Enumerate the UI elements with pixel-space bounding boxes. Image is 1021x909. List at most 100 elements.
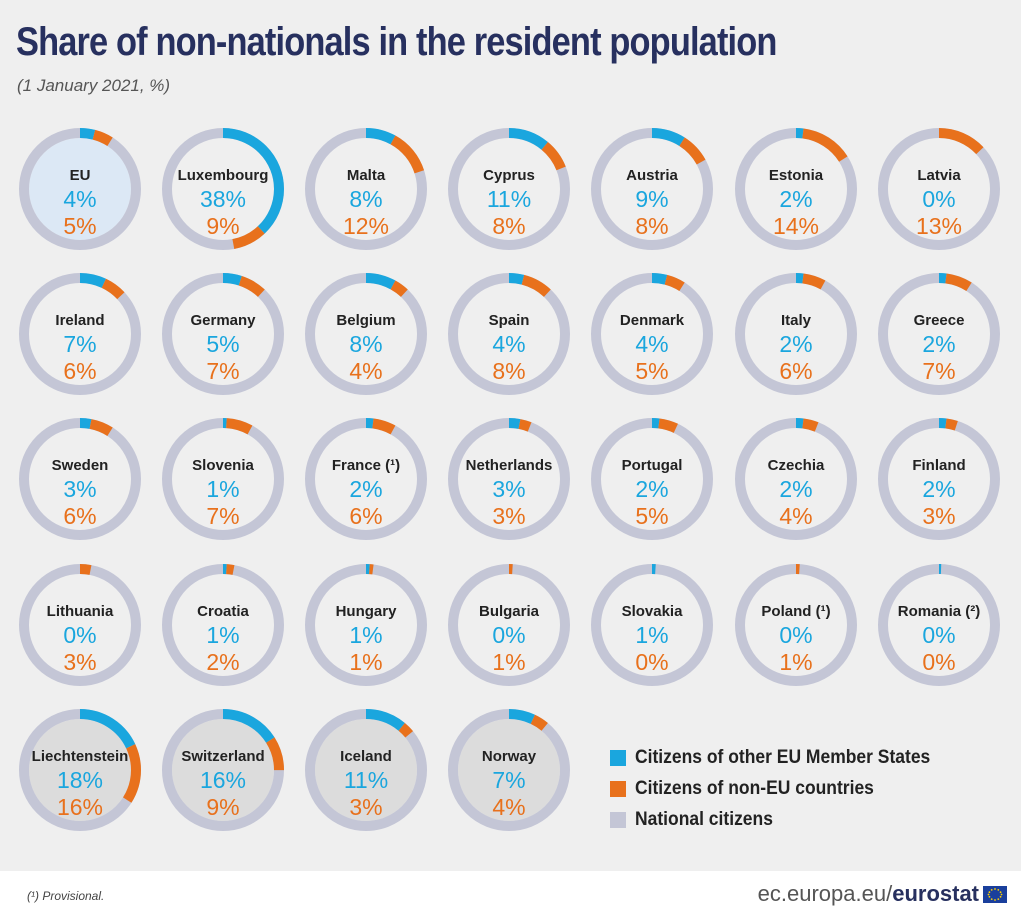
value-eu-citizens-france: 2% [349, 476, 382, 502]
donut-bulgaria: Bulgaria 0%1% [448, 564, 570, 686]
country-label-luxembourg: Luxembourg [178, 167, 269, 184]
donut-spain: Spain 4%8% [448, 273, 570, 395]
value-eu-citizens-norway: 7% [492, 767, 525, 793]
slice-eu-citizens-slovenia [162, 418, 284, 540]
legend-item-eu-citizens: Citizens of other EU Member States [610, 742, 956, 773]
slice-eu-citizens-croatia [162, 564, 284, 686]
chart-subtitle: (1 January 2021, %) [17, 76, 171, 95]
value-non-eu-citizens-austria: 8% [635, 213, 668, 239]
country-label-netherlands: Netherlands [466, 457, 553, 474]
legend-swatch-non-eu-citizens [610, 780, 626, 797]
chart-title: Share of non-nationals in the resident p… [16, 20, 777, 64]
eu-flag-icon [983, 886, 1007, 903]
value-eu-citizens-latvia: 0% [922, 186, 955, 212]
value-non-eu-citizens-portugal: 5% [635, 503, 668, 529]
slice-eu-citizens-austria [591, 128, 713, 250]
country-label-liechtenstein: Liechtenstein [32, 748, 129, 765]
slice-eu-citizens-finland [878, 418, 1000, 540]
donut-slovenia: Slovenia 1%7% [162, 418, 284, 540]
country-label-belgium: Belgium [336, 312, 395, 329]
slice-eu-citizens-hungary [305, 564, 427, 686]
value-non-eu-citizens-malta: 12% [343, 213, 389, 239]
value-eu-citizens-slovakia: 1% [635, 622, 668, 648]
slice-eu-citizens-romania [878, 564, 1000, 686]
slice-eu-citizens-slovakia [591, 564, 713, 686]
slice-eu-citizens-greece [878, 273, 1000, 395]
slice-eu-citizens-belgium [305, 273, 427, 395]
value-eu-citizens-bulgaria: 0% [492, 622, 525, 648]
value-non-eu-citizens-eu: 5% [63, 213, 96, 239]
donut-greece: Greece 2%7% [878, 273, 1000, 395]
country-label-finland: Finland [912, 457, 965, 474]
value-non-eu-citizens-estonia: 14% [773, 213, 819, 239]
value-non-eu-citizens-spain: 8% [492, 358, 525, 384]
donut-italy: Italy 2%6% [735, 273, 857, 395]
country-label-ireland: Ireland [55, 312, 104, 329]
value-eu-citizens-portugal: 2% [635, 476, 668, 502]
value-non-eu-citizens-italy: 6% [779, 358, 812, 384]
slice-eu-citizens-france [305, 418, 427, 540]
value-non-eu-citizens-ireland: 6% [63, 358, 96, 384]
donut-germany: Germany 5%7% [162, 273, 284, 395]
slice-eu-citizens-norway [448, 709, 570, 831]
value-non-eu-citizens-france: 6% [349, 503, 382, 529]
donut-romania: Romania (²) 0%0% [878, 564, 1000, 686]
country-label-latvia: Latvia [917, 167, 961, 184]
source-brand: eurostat [892, 881, 979, 906]
slice-non-eu-citizens-lithuania [19, 564, 141, 686]
slice-non-eu-citizens-bulgaria [448, 564, 570, 686]
donut-belgium: Belgium 8%4% [305, 273, 427, 395]
slice-eu-citizens-eu [19, 128, 141, 250]
legend-item-non-eu-citizens: Citizens of non-EU countries [610, 773, 956, 804]
legend-label-non-eu-citizens: Citizens of non-EU countries [635, 777, 874, 799]
value-eu-citizens-italy: 2% [779, 331, 812, 357]
donut-austria: Austria 9%8% [591, 128, 713, 250]
country-label-greece: Greece [914, 312, 965, 329]
country-label-estonia: Estonia [769, 167, 824, 184]
country-label-cyprus: Cyprus [483, 167, 535, 184]
value-non-eu-citizens-netherlands: 3% [492, 503, 525, 529]
value-non-eu-citizens-poland: 1% [779, 649, 812, 675]
country-label-switzerland: Switzerland [181, 748, 264, 765]
value-eu-citizens-poland: 0% [779, 622, 812, 648]
donut-estonia: Estonia 2%14% [735, 128, 857, 250]
country-label-eu: EU [70, 167, 91, 184]
value-eu-citizens-denmark: 4% [635, 331, 668, 357]
value-non-eu-citizens-norway: 4% [492, 794, 525, 820]
slice-non-eu-citizens-latvia [878, 128, 1000, 250]
country-label-romania: Romania (²) [898, 603, 981, 620]
legend-swatch-eu-citizens [610, 749, 626, 766]
country-label-croatia: Croatia [197, 603, 249, 620]
donut-france: France (¹) 2%6% [305, 418, 427, 540]
source-link[interactable]: ec.europa.eu/eurostat [758, 881, 979, 907]
donut-ireland: Ireland 7%6% [19, 273, 141, 395]
value-eu-citizens-eu: 4% [63, 186, 96, 212]
country-label-slovakia: Slovakia [622, 603, 684, 620]
slice-non-eu-citizens-liechtenstein [19, 709, 141, 831]
country-label-czechia: Czechia [768, 457, 825, 474]
donut-center-eu [29, 138, 131, 240]
legend-label-eu-citizens: Citizens of other EU Member States [635, 746, 931, 768]
donut-cyprus: Cyprus 11%8% [448, 128, 570, 250]
donut-czechia: Czechia 2%4% [735, 418, 857, 540]
country-label-denmark: Denmark [620, 312, 685, 329]
value-eu-citizens-malta: 8% [349, 186, 382, 212]
value-non-eu-citizens-croatia: 2% [206, 649, 239, 675]
donut-center-liechtenstein [29, 719, 131, 821]
value-eu-citizens-finland: 2% [922, 476, 955, 502]
slice-eu-citizens-estonia [735, 128, 857, 250]
footnote: (¹) Provisional. [27, 889, 105, 903]
legend-swatch-national [610, 811, 626, 828]
donut-center-switzerland [172, 719, 274, 821]
country-label-spain: Spain [489, 312, 530, 329]
value-non-eu-citizens-hungary: 1% [349, 649, 382, 675]
value-eu-citizens-greece: 2% [922, 331, 955, 357]
value-non-eu-citizens-sweden: 6% [63, 503, 96, 529]
value-non-eu-citizens-germany: 7% [206, 358, 239, 384]
donut-finland: Finland 2%3% [878, 418, 1000, 540]
slice-eu-citizens-netherlands [448, 418, 570, 540]
donut-latvia: Latvia 0%13% [878, 128, 1000, 250]
slice-eu-citizens-cyprus [448, 128, 570, 250]
country-label-sweden: Sweden [52, 457, 109, 474]
donut-hungary: Hungary 1%1% [305, 564, 427, 686]
